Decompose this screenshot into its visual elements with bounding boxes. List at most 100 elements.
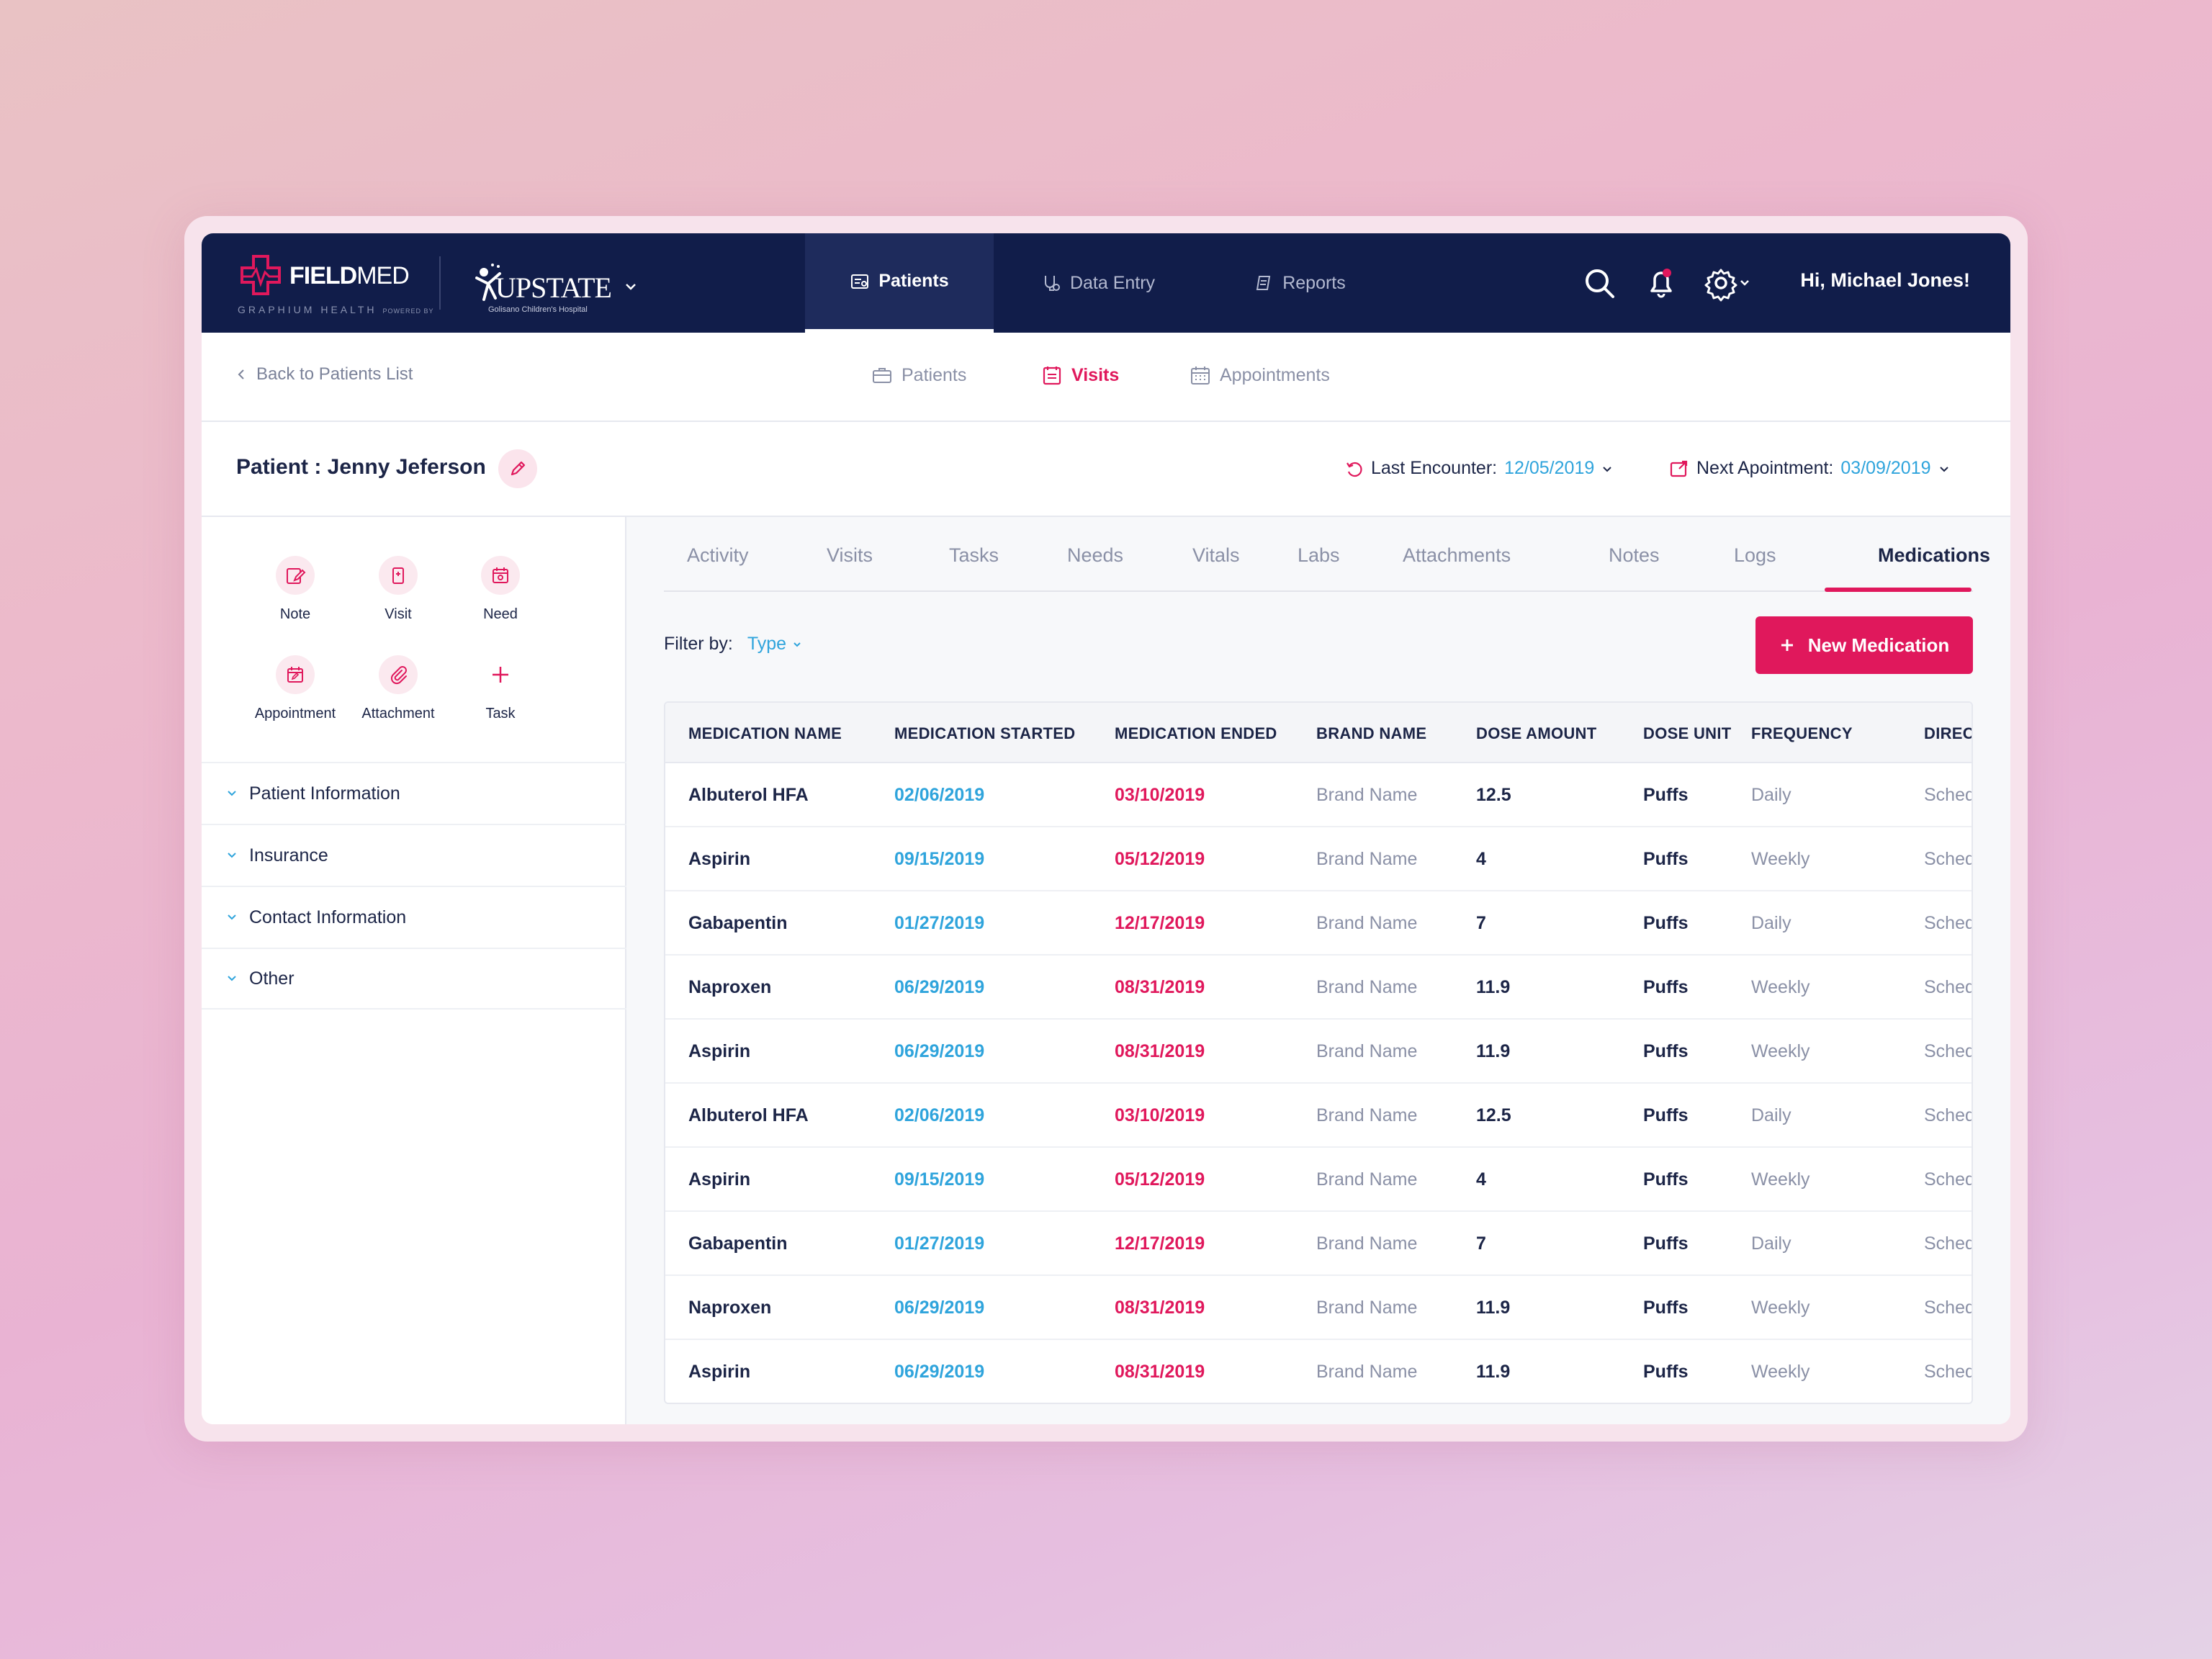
col-dose-amount[interactable]: DOSE AMOUNT — [1476, 724, 1597, 742]
fieldmed-logo[interactable]: FIELDMED GRAPHIUM HEALTH POWERED BY — [238, 252, 433, 317]
table-row[interactable]: Aspirin 06/29/2019 08/31/2019 Brand Name 11.… — [665, 1340, 1972, 1403]
tab-vitals[interactable]: Vitals — [1192, 544, 1240, 566]
cell-frequency: Daily — [1751, 1105, 1791, 1125]
cell-brand-name: Brand Name — [1316, 1041, 1418, 1061]
cell-frequency: Weekly — [1751, 849, 1810, 869]
cell-medication-name: Naproxen — [688, 977, 772, 997]
cell-directions: Scheduled — [1924, 1105, 1972, 1125]
quick-action-visit[interactable]: Visit — [351, 556, 445, 635]
quick-action-note[interactable]: Note — [248, 556, 342, 635]
nav-tab-reports[interactable]: Reports — [1202, 233, 1397, 333]
col-frequency[interactable]: FREQUENCY — [1751, 724, 1853, 742]
table-row[interactable]: Albuterol HFA 02/06/2019 03/10/2019 Brand N… — [665, 1084, 1972, 1148]
col-dose-unit[interactable]: DOSE UNIT — [1643, 724, 1732, 742]
table-row[interactable]: Gabapentin 01/27/2019 12/17/2019 Brand Name… — [665, 1212, 1972, 1276]
section-insurance[interactable]: Insurance — [202, 824, 626, 886]
search-icon[interactable] — [1580, 264, 1619, 302]
chevron-down-icon — [626, 284, 636, 290]
tab-notes[interactable]: Notes — [1609, 544, 1660, 566]
cell-directions: Scheduled — [1924, 1169, 1972, 1190]
tab-activity[interactable]: Activity — [687, 544, 749, 566]
cell-dose-amount: 11.9 — [1476, 1041, 1511, 1061]
plus-icon — [1781, 639, 1793, 651]
nav-tab-data-entry[interactable]: Data Entry — [994, 233, 1202, 333]
cell-brand-name: Brand Name — [1316, 977, 1418, 997]
col-directions[interactable]: DIRECTIONS — [1924, 724, 1973, 742]
edit-patient-button[interactable] — [498, 449, 537, 488]
cell-medication-name: Albuterol HFA — [688, 1105, 809, 1125]
section-patient-information[interactable]: Patient Information — [202, 762, 626, 824]
tab-visits[interactable]: Visits — [827, 544, 873, 566]
nav-tab-patients[interactable]: Patients — [805, 233, 994, 333]
subtab-visits[interactable]: Visits — [1041, 364, 1119, 386]
col-medication-name[interactable]: MEDICATION NAME — [688, 724, 842, 742]
last-encounter[interactable]: Last Encounter: 12/05/2019 — [1345, 458, 1613, 479]
section-contact-information[interactable]: Contact Information — [202, 886, 626, 948]
tab-tasks[interactable]: Tasks — [949, 544, 999, 566]
tab-medications[interactable]: Medications — [1878, 544, 1991, 566]
back-to-patients-link[interactable]: Back to Patients List — [236, 364, 413, 385]
tab-attachments[interactable]: Attachments — [1403, 544, 1511, 566]
appointment-icon-wrap — [276, 655, 315, 694]
table-row[interactable]: Aspirin 09/15/2019 05/12/2019 Brand Name 4 Pu… — [665, 1148, 1972, 1212]
cell-directions-clip: Scheduled — [1920, 1020, 1972, 1084]
clipboard-icon — [392, 567, 404, 584]
table-row[interactable]: Aspirin 09/15/2019 05/12/2019 Brand Name 4 Pu… — [665, 827, 1972, 891]
next-appointment-value: 03/09/2019 — [1840, 458, 1931, 478]
filter-type-value: Type — [747, 634, 787, 654]
filter-type-dropdown[interactable]: Type — [747, 634, 802, 655]
cell-medication-ended: 08/31/2019 — [1115, 1298, 1205, 1318]
new-medication-label: New Medication — [1807, 634, 1950, 656]
last-encounter-label: Last Encounter: — [1371, 458, 1498, 478]
subtab-appointments[interactable]: Appointments — [1190, 364, 1330, 386]
quick-action-need-item[interactable]: Need — [454, 556, 547, 635]
bell-icon[interactable] — [1642, 264, 1681, 302]
user-greeting[interactable]: Hi, Michael Jones! — [1800, 269, 1970, 291]
tab-logs[interactable]: Logs — [1734, 544, 1776, 566]
quick-action-attachment[interactable]: Attachment — [351, 655, 445, 734]
cell-dose-amount: 12.5 — [1476, 785, 1511, 805]
gear-icon[interactable] — [1702, 264, 1754, 302]
cell-brand-name: Brand Name — [1316, 849, 1418, 869]
cell-frequency: Weekly — [1751, 1362, 1810, 1382]
cell-directions-clip: Scheduled — [1920, 891, 1972, 956]
history-icon — [1346, 462, 1362, 477]
calendar-edit-icon — [287, 667, 303, 683]
table-row[interactable]: Gabapentin 01/27/2019 12/17/2019 Brand Name… — [665, 891, 1972, 956]
table-row[interactable]: Naproxen 06/29/2019 08/31/2019 Brand Name 11… — [665, 1276, 1972, 1340]
section-label: Other — [249, 968, 295, 989]
cell-medication-started: 06/29/2019 — [894, 1298, 985, 1318]
subtab-patients[interactable]: Patients — [871, 364, 966, 386]
cell-frequency: Daily — [1751, 785, 1791, 805]
tab-needs[interactable]: Needs — [1067, 544, 1124, 566]
col-medication-ended[interactable]: MEDICATION ENDED — [1115, 724, 1277, 742]
note-icon-wrap — [276, 556, 315, 595]
table-row[interactable]: Naproxen 06/29/2019 08/31/2019 Brand Name 11… — [665, 956, 1972, 1020]
cell-frequency: Weekly — [1751, 977, 1810, 997]
quick-action-appointment[interactable]: Appointment — [248, 655, 342, 734]
cell-directions: Scheduled — [1924, 1233, 1972, 1254]
section-other[interactable]: Other — [202, 948, 626, 1010]
next-appointment-label: Next Apointment: — [1696, 458, 1834, 478]
next-appointment[interactable]: Next Apointment: 03/09/2019 — [1669, 458, 1950, 479]
active-tab-indicator — [1825, 588, 1972, 592]
cell-medication-started: 01/27/2019 — [894, 1233, 985, 1254]
quick-action-label: Task — [485, 706, 516, 721]
table-header: MEDICATION NAME MEDICATION STARTED MEDIC… — [665, 703, 1973, 763]
cell-dose-unit: Puffs — [1643, 913, 1689, 933]
cell-medication-started: 01/27/2019 — [894, 913, 985, 933]
cell-brand-name: Brand Name — [1316, 1298, 1418, 1318]
quick-action-task[interactable]: Task — [454, 655, 547, 734]
cell-dose-unit: Puffs — [1643, 1233, 1689, 1254]
col-medication-started[interactable]: MEDICATION STARTED — [894, 724, 1076, 742]
quick-action-label: Visit — [385, 606, 412, 622]
cell-brand-name: Brand Name — [1316, 1105, 1418, 1125]
table-row[interactable]: Albuterol HFA 02/06/2019 03/10/2019 Brand N… — [665, 763, 1972, 827]
new-medication-button[interactable]: New Medication — [1755, 616, 1973, 674]
hospital-selector[interactable]: UPSTATE Golisano Children's Hospital — [474, 255, 639, 320]
table-row[interactable]: Aspirin 06/29/2019 08/31/2019 Brand Name 11.… — [665, 1020, 1972, 1084]
cell-dose-unit: Puffs — [1643, 1169, 1689, 1190]
col-brand-name[interactable]: BRAND NAME — [1316, 724, 1427, 742]
attachment-icon-wrap — [379, 655, 418, 694]
tab-labs[interactable]: Labs — [1298, 544, 1340, 566]
